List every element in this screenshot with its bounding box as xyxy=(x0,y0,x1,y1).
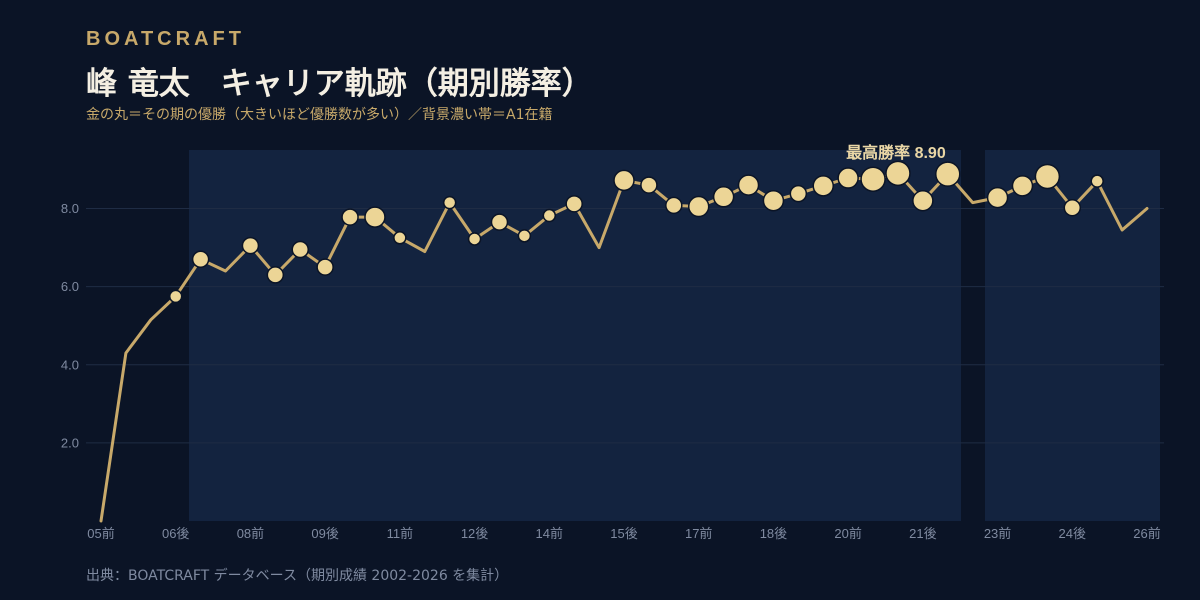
championship-marker xyxy=(912,189,934,212)
x-tick-label: 20前 xyxy=(834,526,861,541)
x-tick-label: 14前 xyxy=(536,526,563,541)
gridlines xyxy=(86,208,1164,444)
x-tick-label: 08前 xyxy=(237,526,264,541)
brand-label: BOATCRAFT xyxy=(86,28,245,50)
championship-markers xyxy=(168,160,1104,304)
championship-marker xyxy=(364,206,386,228)
championship-marker xyxy=(687,195,710,218)
x-tick-label: 17前 xyxy=(685,526,712,541)
championship-marker xyxy=(1011,175,1034,197)
championship-marker xyxy=(762,189,785,212)
y-tick-label: 2.0 xyxy=(61,435,79,450)
chart-title: 峰 竜太 キャリア軌跡（期別勝率） xyxy=(86,66,593,102)
x-tick-label: 21後 xyxy=(909,526,936,541)
championship-marker xyxy=(1090,174,1104,188)
x-axis-ticks: 05前 06後 08前 09後 11前 12後 14前 15後 17前 18後 20前 21後 23前 2… xyxy=(87,526,1160,541)
championship-marker xyxy=(542,208,557,223)
championship-marker xyxy=(789,184,808,203)
x-tick-label: 12後 xyxy=(461,526,488,541)
championship-marker xyxy=(490,213,509,231)
x-tick-label: 09後 xyxy=(311,526,338,541)
championship-marker xyxy=(665,196,683,215)
peak-annotation: 最高勝率 8.90 xyxy=(846,143,946,162)
y-tick-label: 8.0 xyxy=(61,201,79,216)
championship-marker xyxy=(393,231,407,245)
x-tick-label: 24後 xyxy=(1059,526,1086,541)
championship-marker xyxy=(565,195,583,213)
x-tick-label: 05前 xyxy=(87,526,114,541)
x-tick-label: 18後 xyxy=(760,526,787,541)
championship-marker xyxy=(517,229,532,243)
source-note: 出典：BOATCRAFT データベース（期別成績 2002-2026 を集計） xyxy=(86,568,509,584)
championship-marker xyxy=(316,258,334,276)
y-axis-ticks: 2.0 4.0 6.0 8.0 xyxy=(61,201,79,450)
championship-marker xyxy=(291,240,309,259)
championship-marker xyxy=(885,160,911,187)
x-tick-label: 26前 xyxy=(1133,526,1160,541)
y-tick-label: 6.0 xyxy=(61,279,79,294)
x-tick-label: 23前 xyxy=(984,526,1011,541)
annotations: 最高勝率 8.90 xyxy=(846,143,946,162)
championship-marker xyxy=(935,161,961,187)
championship-marker xyxy=(837,167,859,189)
a1-bands xyxy=(189,150,1160,521)
championship-marker xyxy=(812,175,834,197)
championship-marker xyxy=(442,195,457,210)
y-tick-label: 4.0 xyxy=(61,357,79,372)
championship-marker xyxy=(1063,198,1082,217)
x-tick-label: 15後 xyxy=(610,526,637,541)
x-tick-label: 06後 xyxy=(162,526,189,541)
championship-marker xyxy=(191,250,210,269)
championship-marker xyxy=(266,266,285,284)
championship-marker xyxy=(241,236,260,255)
chart-subtitle: 金の丸＝その期の優勝（大きいほど優勝数が多い）／背景濃い帯＝A1在籍 xyxy=(86,107,553,123)
championship-marker xyxy=(986,186,1009,209)
championship-marker xyxy=(341,208,359,226)
championship-marker xyxy=(712,186,735,208)
championship-marker xyxy=(640,176,658,194)
x-tick-label: 11前 xyxy=(387,526,414,541)
championship-marker xyxy=(613,169,635,192)
championship-marker xyxy=(737,174,760,196)
championship-marker xyxy=(467,232,482,246)
championship-marker xyxy=(168,289,183,304)
championship-marker xyxy=(860,166,886,192)
championship-marker xyxy=(1034,163,1061,190)
